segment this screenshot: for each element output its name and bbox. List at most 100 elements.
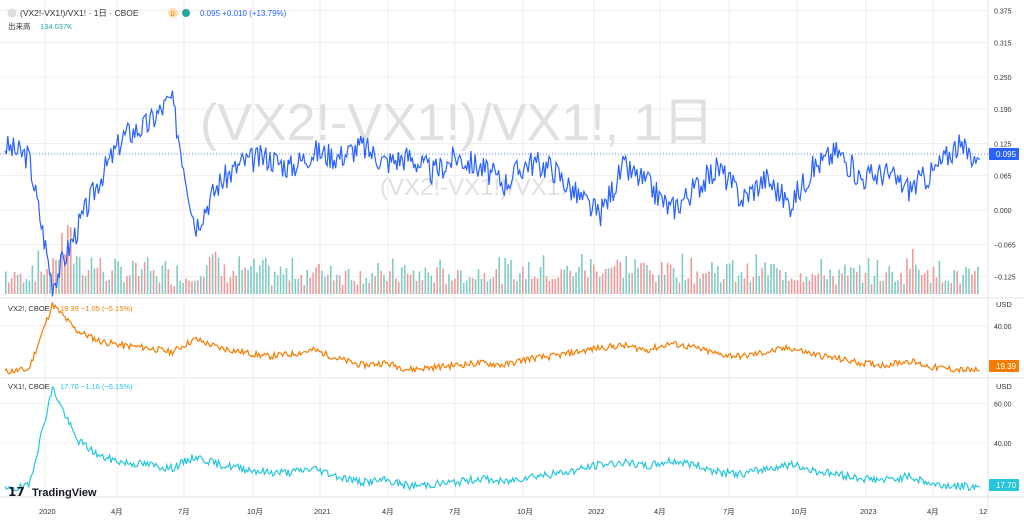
volume-bar — [288, 280, 291, 294]
volume-bar — [359, 271, 362, 294]
volume-bar — [737, 275, 740, 294]
volume-bar — [188, 280, 190, 294]
volume-bar — [90, 257, 93, 294]
tradingview-logo[interactable]: 𝟭𝟳 TradingView — [8, 485, 97, 499]
volume-bar — [655, 282, 657, 294]
vx1-legend-name[interactable]: VX1!, CBOE — [8, 382, 50, 391]
volume-bar — [616, 259, 619, 294]
volume-bar — [191, 281, 193, 294]
vx2-line — [4, 302, 981, 375]
time-tick-label: 10月 — [791, 507, 807, 516]
volume-bar — [235, 275, 238, 294]
volume-bar — [22, 282, 25, 294]
volume-bar — [631, 273, 633, 294]
volume-bar — [779, 269, 781, 294]
volume-bar — [365, 277, 368, 294]
volume-bar — [758, 275, 761, 294]
volume-bar — [460, 270, 462, 294]
time-tick-label: 12 — [979, 507, 987, 516]
volume-bar — [135, 262, 137, 294]
volume-bar — [170, 284, 173, 294]
volume-value: 134.037K — [40, 22, 72, 31]
mode-badge[interactable] — [168, 8, 178, 18]
volume-bar — [152, 269, 155, 294]
volume-bar — [43, 274, 46, 294]
volume-bar — [587, 277, 589, 294]
volume-bar — [220, 276, 223, 294]
volume-bar — [471, 277, 474, 294]
volume-bar — [909, 268, 911, 294]
volume-bar — [241, 269, 243, 294]
volume-bar — [897, 280, 899, 294]
volume-bar — [273, 271, 276, 294]
symbol-title[interactable]: (VX2!-VX1!)/VX1! · 1日 · CBOE — [20, 8, 139, 18]
volume-bar — [820, 258, 823, 294]
volume-bar — [25, 278, 28, 294]
volume-bar — [259, 265, 261, 294]
volume-bar — [838, 269, 840, 294]
spread-last-value: 0.095 — [996, 150, 1017, 159]
volume-bar — [265, 257, 267, 294]
volume-bar — [864, 272, 867, 294]
volume-bar — [483, 273, 486, 294]
volume-bar — [793, 280, 796, 294]
volume-bar — [835, 284, 837, 294]
volume-bar — [267, 265, 270, 294]
vx2-series — [4, 302, 981, 375]
volume-bar — [749, 281, 752, 294]
volume-bar — [486, 281, 489, 294]
time-axis[interactable]: 2020 4月 7月 10月 2021 4月 7月 10月 2022 4月 7月 10月 2023 4月 1… — [39, 507, 987, 516]
volume-bar — [935, 277, 938, 294]
volume-bar — [572, 276, 574, 294]
volume-bar — [539, 266, 542, 294]
volume-bar — [356, 284, 359, 294]
volume-bar — [965, 267, 967, 294]
volume-bar — [796, 280, 799, 294]
volume-bar — [129, 275, 131, 294]
volume-bar — [146, 257, 149, 294]
volume-bar — [743, 278, 746, 294]
price-tick-label: −0.065 — [994, 243, 1016, 250]
volume-bar — [454, 278, 456, 294]
volume-bar — [197, 280, 199, 294]
time-tick-label: 10月 — [517, 507, 533, 516]
volume-bar — [117, 261, 119, 294]
volume-bar — [194, 281, 196, 294]
volume-bar — [120, 266, 122, 294]
volume-bar — [335, 274, 338, 294]
volume-bar — [368, 282, 371, 294]
volume-bar — [28, 280, 31, 294]
volume-bar — [575, 272, 577, 294]
volume-bar — [516, 281, 518, 294]
volume-bar — [888, 266, 891, 294]
volume-bar — [87, 270, 90, 294]
volume-bar — [519, 273, 521, 294]
volume-bar — [725, 263, 728, 294]
vx2-legend-name[interactable]: VX2!, CBOE — [8, 304, 50, 313]
vx2-last-tag — [989, 360, 1019, 372]
price-axis-vx2[interactable]: 40.00 — [994, 324, 1012, 331]
volume-bar — [533, 276, 536, 294]
time-tick-label: 4月 — [654, 507, 666, 516]
price-tick-label: 0.315 — [994, 41, 1012, 48]
price-axis-main[interactable]: 0.375 0.315 0.250 0.190 0.125 0.065 0.000 −0.06… — [994, 9, 1016, 282]
volume-bar — [666, 262, 669, 294]
volume-bar — [548, 280, 551, 294]
price-tick-label: 40.00 — [994, 441, 1012, 448]
volume-bar — [205, 265, 208, 294]
volume-bar — [510, 259, 512, 294]
volume-bar — [968, 268, 970, 294]
volume-bar — [105, 280, 108, 294]
price-tick-label: 60.00 — [994, 402, 1012, 409]
volume-bar — [959, 283, 961, 294]
volume-bar — [72, 263, 75, 294]
volume-bar — [844, 264, 846, 294]
volume-bar — [392, 258, 394, 294]
volume-bar — [545, 276, 548, 294]
volume-bar — [652, 274, 654, 294]
price-axis-vx1[interactable]: 60.00 40.00 — [994, 402, 1012, 448]
volume-bar — [740, 272, 743, 294]
volume-bars — [5, 225, 979, 294]
volume-bar — [374, 276, 376, 294]
